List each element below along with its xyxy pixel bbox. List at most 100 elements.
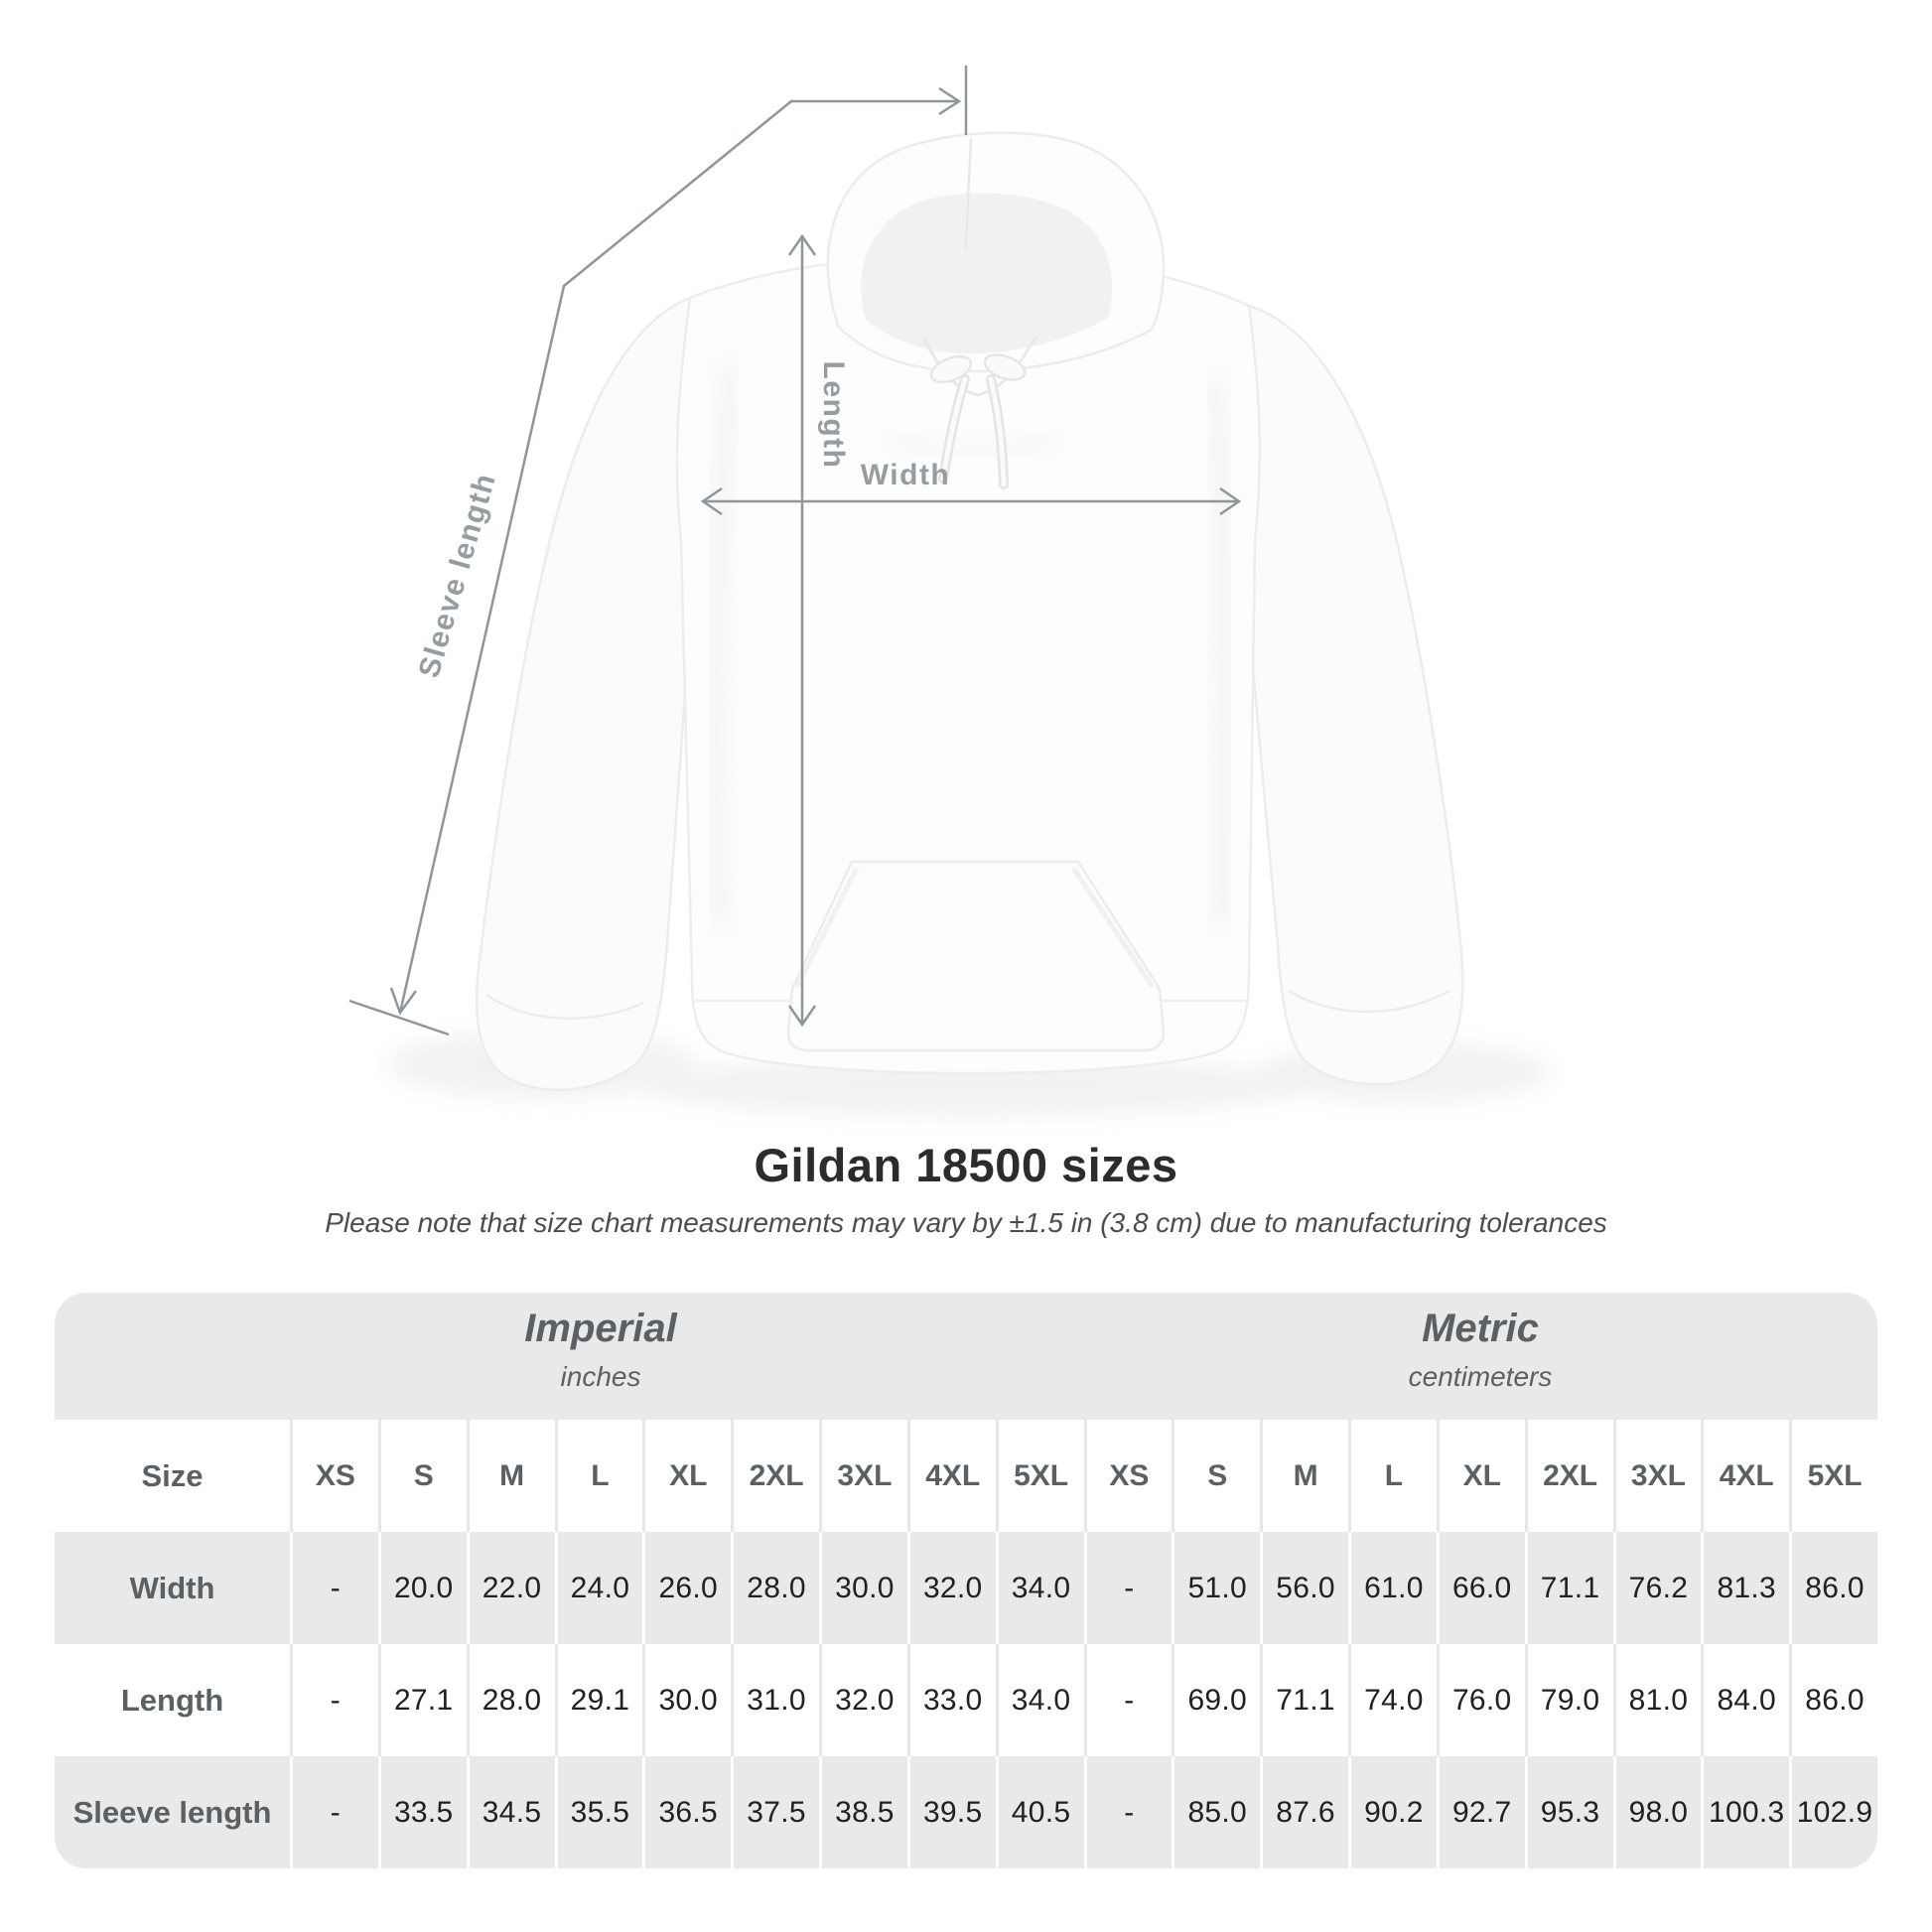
width-arrow bbox=[700, 486, 1242, 516]
sleeve-in-5xl: 40.5 bbox=[995, 1756, 1084, 1868]
width-in-3xl: 30.0 bbox=[819, 1532, 907, 1644]
drawstring-cord bbox=[940, 376, 968, 482]
fold-shading bbox=[1204, 376, 1235, 924]
sleeve-cm-2xl: 95.3 bbox=[1524, 1756, 1613, 1868]
size-metric-xl: XL bbox=[1436, 1420, 1525, 1532]
right-cuff-seam bbox=[1288, 989, 1450, 1014]
sleeve-in-2xl: 37.5 bbox=[731, 1756, 819, 1868]
length-cm-l: 74.0 bbox=[1348, 1644, 1437, 1756]
size-imperial-4xl: 4XL bbox=[906, 1420, 996, 1532]
width-cm-2xl: 71.1 bbox=[1524, 1532, 1613, 1644]
fold-shading bbox=[891, 431, 1057, 459]
width-in-5xl: 34.0 bbox=[995, 1532, 1084, 1644]
cuff-tick bbox=[348, 999, 450, 1036]
size-imperial-2xl: 2XL bbox=[731, 1420, 819, 1532]
width-cm-3xl: 76.2 bbox=[1612, 1532, 1702, 1644]
sleeve-cm-4xl: 100.3 bbox=[1701, 1756, 1789, 1868]
sleeve-in-m: 34.5 bbox=[466, 1756, 555, 1868]
sleeve-in-3xl: 38.5 bbox=[819, 1756, 907, 1868]
width-cm-5xl: 86.0 bbox=[1789, 1532, 1877, 1644]
size-imperial-5xl: 5XL bbox=[995, 1420, 1084, 1532]
size-imperial-m: M bbox=[466, 1420, 555, 1532]
length-in-xs: - bbox=[290, 1644, 378, 1756]
length-arrow bbox=[787, 233, 817, 1028]
width-label: Width bbox=[861, 459, 951, 491]
length-cm-2xl: 79.0 bbox=[1524, 1644, 1613, 1756]
sleeve-cm-xl: 92.7 bbox=[1436, 1756, 1525, 1868]
width-in-l: 24.0 bbox=[554, 1532, 643, 1644]
row-label: Width bbox=[129, 1570, 215, 1605]
arrowhead-left-icon bbox=[700, 486, 723, 516]
row-label: Sleeve length bbox=[72, 1794, 272, 1830]
hood-front-seam bbox=[964, 138, 973, 251]
page-title: Gildan 18500 sizes bbox=[754, 1139, 1178, 1191]
size-column-header: Size bbox=[141, 1457, 204, 1493]
arrowhead-down-icon bbox=[787, 1005, 817, 1028]
width-cm-xl: 66.0 bbox=[1436, 1532, 1525, 1644]
sleeve-in-xs: - bbox=[290, 1756, 378, 1868]
hoodie-measurement-diagram: Width Length Sleeve length bbox=[348, 66, 1549, 1116]
length-cm-4xl: 84.0 bbox=[1701, 1644, 1789, 1756]
size-metric-5xl: 5XL bbox=[1789, 1420, 1877, 1532]
length-in-xl: 30.0 bbox=[642, 1644, 731, 1756]
kangaroo-pocket bbox=[786, 860, 1166, 1052]
metric-unit: centimeters bbox=[1408, 1361, 1553, 1392]
measurement-lines bbox=[348, 66, 1242, 1036]
size-metric-l: L bbox=[1348, 1420, 1437, 1532]
width-in-s: 20.0 bbox=[377, 1532, 467, 1644]
length-in-s: 27.1 bbox=[377, 1644, 467, 1756]
sleeve-in-xl: 36.5 bbox=[642, 1756, 731, 1868]
size-metric-3xl: 3XL bbox=[1612, 1420, 1702, 1532]
size-metric-2xl: 2XL bbox=[1524, 1420, 1613, 1532]
size-imperial-l: L bbox=[554, 1420, 643, 1532]
sleeve-cm-3xl: 98.0 bbox=[1612, 1756, 1702, 1868]
tolerance-note: Please note that size chart measurements… bbox=[325, 1207, 1607, 1238]
length-in-l: 29.1 bbox=[554, 1644, 643, 1756]
fold-shading bbox=[706, 366, 741, 924]
length-cm-xl: 76.0 bbox=[1436, 1644, 1525, 1756]
unit-header-band: Imperial inches Metric centimeters bbox=[55, 1293, 1877, 1420]
size-metric-xs: XS bbox=[1083, 1420, 1173, 1532]
sleeve-in-4xl: 39.5 bbox=[906, 1756, 996, 1868]
size-imperial-xs: XS bbox=[290, 1420, 378, 1532]
sleeve-cm-s: 85.0 bbox=[1172, 1756, 1260, 1868]
size-header-row: Size XS S M L XL 2XL 3XL 4XL 5XL XS S M … bbox=[55, 1420, 1877, 1532]
width-in-2xl: 28.0 bbox=[731, 1532, 819, 1644]
left-cuff-seam bbox=[485, 993, 644, 1020]
drawstring-cord bbox=[988, 376, 1007, 487]
arrowhead-right-icon bbox=[1219, 486, 1242, 516]
drawstring-bow-loop bbox=[983, 353, 1027, 381]
pocket-opening bbox=[794, 866, 860, 989]
sleeve-cm-m: 87.6 bbox=[1260, 1756, 1348, 1868]
width-cm-m: 56.0 bbox=[1260, 1532, 1348, 1644]
table-row-length: Length - 27.1 28.0 29.1 30.0 31.0 32.0 3… bbox=[55, 1644, 1877, 1756]
length-in-5xl: 34.0 bbox=[995, 1644, 1084, 1756]
width-cm-4xl: 81.3 bbox=[1701, 1532, 1789, 1644]
width-cm-xs: - bbox=[1083, 1532, 1173, 1644]
width-cm-l: 61.0 bbox=[1348, 1532, 1437, 1644]
length-cm-3xl: 81.0 bbox=[1612, 1644, 1702, 1756]
drawstring-bow-loop bbox=[929, 354, 973, 384]
length-cm-m: 71.1 bbox=[1260, 1644, 1348, 1756]
left-sleeve bbox=[475, 296, 697, 1091]
length-label: Length bbox=[817, 361, 850, 470]
row-label: Length bbox=[120, 1682, 224, 1718]
length-in-m: 28.0 bbox=[466, 1644, 555, 1756]
metric-header: Metric centimeters bbox=[1083, 1307, 1877, 1406]
size-metric-4xl: 4XL bbox=[1701, 1420, 1789, 1532]
sleeve-length-arrow bbox=[348, 66, 968, 1036]
table-row-width: Width - 20.0 22.0 24.0 26.0 28.0 30.0 32… bbox=[55, 1532, 1877, 1644]
pocket-opening bbox=[1070, 866, 1156, 989]
length-in-4xl: 33.0 bbox=[906, 1644, 996, 1756]
imperial-unit: inches bbox=[560, 1361, 641, 1392]
width-cm-s: 51.0 bbox=[1172, 1532, 1260, 1644]
width-in-m: 22.0 bbox=[466, 1532, 555, 1644]
sleeve-cm-xs: - bbox=[1083, 1756, 1173, 1868]
arrowhead-up-icon bbox=[787, 233, 817, 256]
length-cm-s: 69.0 bbox=[1172, 1644, 1260, 1756]
width-in-xl: 26.0 bbox=[642, 1532, 731, 1644]
length-in-3xl: 32.0 bbox=[819, 1644, 907, 1756]
size-metric-m: M bbox=[1260, 1420, 1348, 1532]
metric-title: Metric bbox=[1422, 1307, 1539, 1350]
length-cm-5xl: 86.0 bbox=[1789, 1644, 1877, 1756]
